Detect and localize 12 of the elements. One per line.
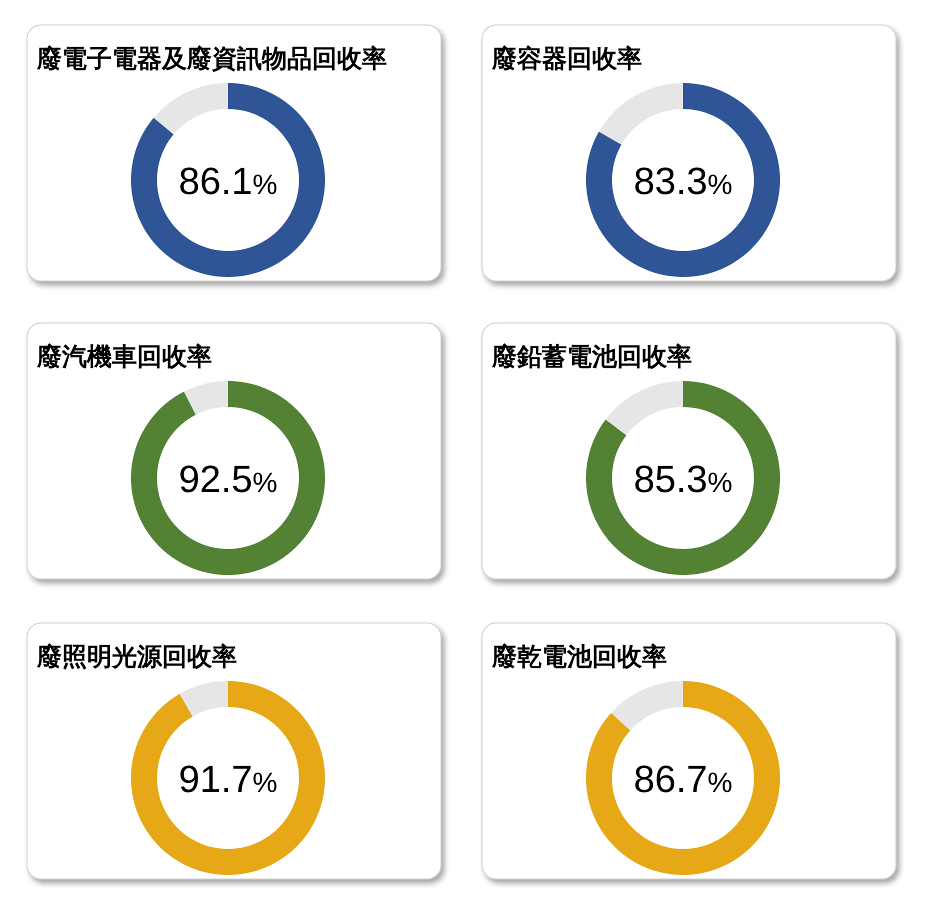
chart-title: 廢鉛蓄電池回收率 [491,342,692,371]
data-label: 91.7% [178,759,278,801]
chart-title: 廢乾電池回收率 [491,642,667,671]
chart-title: 廢汽機車回收率 [36,342,212,371]
data-label: 92.5% [178,459,278,501]
data-label: 85.3% [634,459,732,501]
chart-title: 廢照明光源回收率 [36,642,237,671]
data-label: 86.7% [634,759,732,801]
chart-title: 廢電子電器及廢資訊物品回收率 [36,44,387,73]
chart-title: 廢容器回收率 [491,44,642,73]
data-label: 83.3% [634,161,732,203]
data-label: 86.1% [178,161,278,203]
